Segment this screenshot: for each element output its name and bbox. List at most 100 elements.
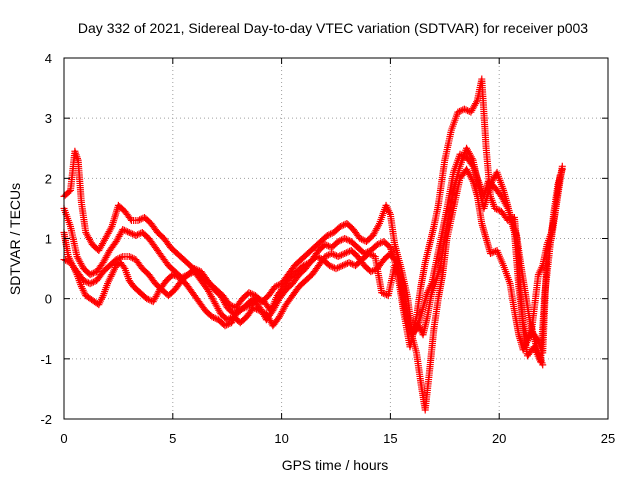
data-point-marker [107,224,115,232]
data-point-marker [473,98,481,106]
data-point-marker [303,260,311,268]
data-point-marker [312,253,320,261]
y-axis-label: SDTVAR / TECUs [7,183,23,295]
data-point-marker [119,225,127,233]
data-point-marker [208,313,216,321]
data-point-marker [88,279,96,287]
x-tick-label: 20 [492,431,506,446]
data-point-marker [454,108,462,116]
y-tick-label: -2 [40,412,52,427]
y-tick-label: 3 [45,111,52,126]
data-point-marker [323,252,331,260]
data-point-marker [336,237,344,245]
data-point-marker [120,263,128,271]
data-point-marker [143,295,151,303]
data-point-marker [457,107,465,115]
data-point-marker [211,314,219,322]
data-point-marker [129,230,137,238]
data-point-marker [314,253,322,261]
data-point-marker [341,235,349,242]
data-point-marker [378,289,386,297]
data-point-marker [327,262,335,270]
data-markers [60,75,566,414]
data-point-marker [112,256,120,264]
data-point-marker [221,322,229,330]
data-point-marker [170,271,178,279]
data-point-marker [88,270,96,278]
y-tick-label: 4 [45,51,52,66]
data-point-marker [334,238,342,246]
data-point-marker [234,307,242,315]
x-tick-label: 10 [274,431,288,446]
data-point-marker [329,250,337,258]
data-point-marker [125,253,133,261]
data-point-marker [356,235,364,242]
data-point-marker [259,308,267,316]
data-point-marker [339,262,347,270]
data-point-marker [301,261,309,269]
data-point-marker [339,250,347,258]
data-point-marker [392,257,400,265]
data-point-marker [65,188,73,196]
data-point-marker [321,241,329,249]
data-point-marker [244,302,252,310]
data-point-marker [342,260,350,268]
data-point-marker [184,271,192,279]
data-point-marker [273,282,281,290]
data-point-marker [242,303,250,311]
data-point-marker [127,229,135,237]
data-point-marker [381,290,389,298]
data-point-marker [486,250,494,258]
data-point-marker [344,236,352,244]
data-point-marker [365,250,373,258]
y-tick-label: 0 [45,292,52,307]
data-point-marker [89,269,97,277]
data-point-marker [373,241,381,249]
data-point-marker [256,307,264,315]
data-point-marker [375,221,383,229]
data-point-marker [125,228,133,236]
data-point-marker [492,205,500,213]
data-point-marker [341,250,349,258]
data-point-marker [334,253,342,261]
data-point-marker [83,278,91,286]
data-point-marker [342,235,350,243]
data-point-marker [257,296,265,304]
data-point-marker [347,259,355,267]
data-point-marker [136,216,144,224]
data-point-marker [366,250,374,258]
data-point-marker [337,251,345,259]
data-point-marker [172,272,180,280]
data-point-marker [271,283,279,291]
data-point-marker [133,231,141,239]
data-point-marker [316,254,324,262]
data-point-marker [124,228,132,236]
data-point-marker [494,206,502,214]
data-point-marker [331,251,339,259]
data-point-marker [210,313,218,321]
data-point-marker [324,251,332,259]
x-tick-label: 15 [383,431,397,446]
data-point-marker [334,264,342,272]
data-point-marker [299,262,307,270]
y-tick-label: 1 [45,232,52,247]
data-point-marker [134,216,142,224]
data-point-marker [169,271,177,279]
data-point-marker [126,215,134,223]
data-point-marker [120,226,128,234]
series-track-d [60,144,547,369]
data-point-marker [336,222,344,230]
data-point-marker [186,270,194,278]
data-point-marker [254,295,262,303]
data-point-marker [327,230,335,238]
data-point-marker [491,204,499,212]
data-point-marker [358,235,366,243]
data-point-marker [89,278,97,286]
data-point-marker [86,271,94,279]
data-point-marker [332,265,340,273]
data-point-marker [251,304,259,312]
data-point-marker [257,307,265,315]
x-axis-label: GPS time / hours [282,457,389,473]
axis-ticks: 0 5 10 15 20 25 -2 -1 0 1 2 3 4 [40,51,615,446]
data-point-marker [345,259,353,267]
